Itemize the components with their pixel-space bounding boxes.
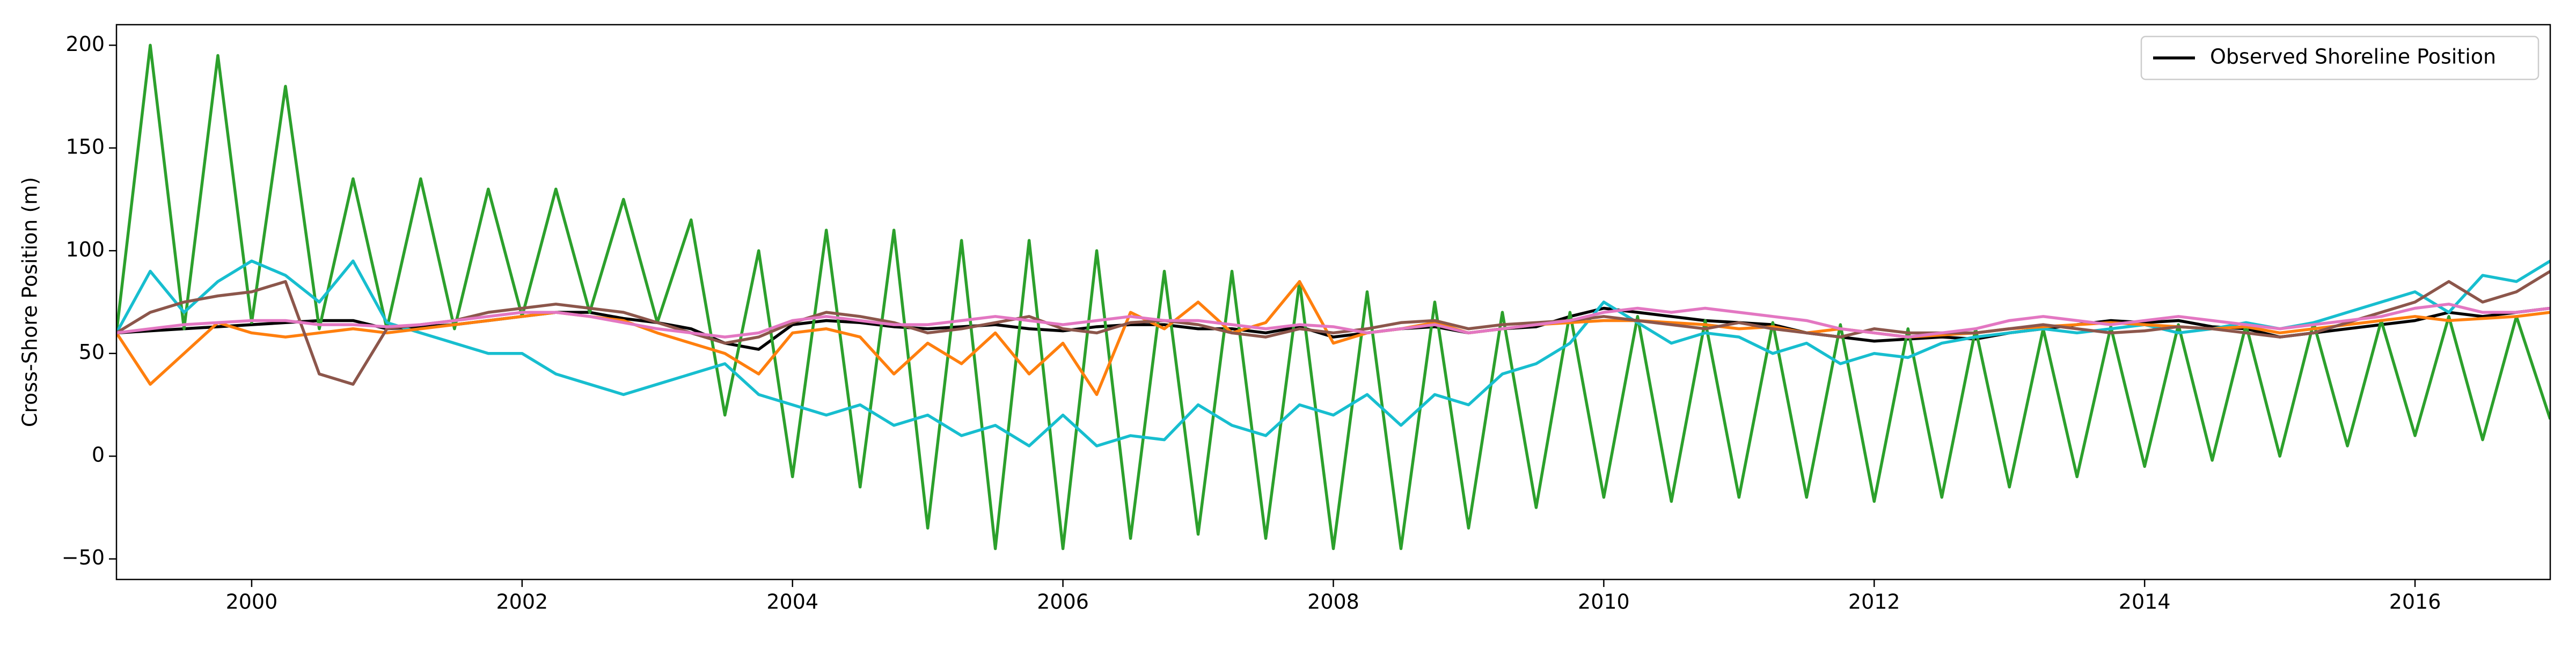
x-tick-label: 2014 [2119, 590, 2171, 614]
y-tick-label: 0 [92, 443, 105, 467]
x-tick-label: 2004 [766, 590, 818, 614]
x-tick-label: 2016 [2389, 590, 2441, 614]
x-tick-label: 2010 [1578, 590, 1630, 614]
legend-box [2140, 35, 2540, 80]
series-line [116, 280, 2550, 397]
y-tick-label: 200 [65, 32, 105, 56]
plot-frame [115, 24, 2551, 581]
legend-label: Observed Shoreline Position [2210, 45, 2496, 69]
x-tick-label: 2002 [496, 590, 548, 614]
x-tick-label: 2006 [1037, 590, 1089, 614]
y-tick-label: 100 [65, 238, 105, 261]
y-tick-label: 50 [79, 340, 105, 364]
series-line [116, 303, 2550, 339]
legend: Observed Shoreline Position [2140, 35, 2540, 80]
lines [116, 43, 2550, 550]
y-tick-label: −50 [62, 546, 105, 569]
y-tick-label: 150 [65, 135, 105, 158]
series-line [116, 270, 2550, 386]
x-tick-label: 2012 [1848, 590, 1900, 614]
x-tick-label: 2008 [1307, 590, 1359, 614]
x-tick-label: 2000 [226, 590, 278, 614]
y-axis-label: Cross-Shore Position (m) [18, 177, 42, 427]
series-line [116, 43, 2550, 550]
